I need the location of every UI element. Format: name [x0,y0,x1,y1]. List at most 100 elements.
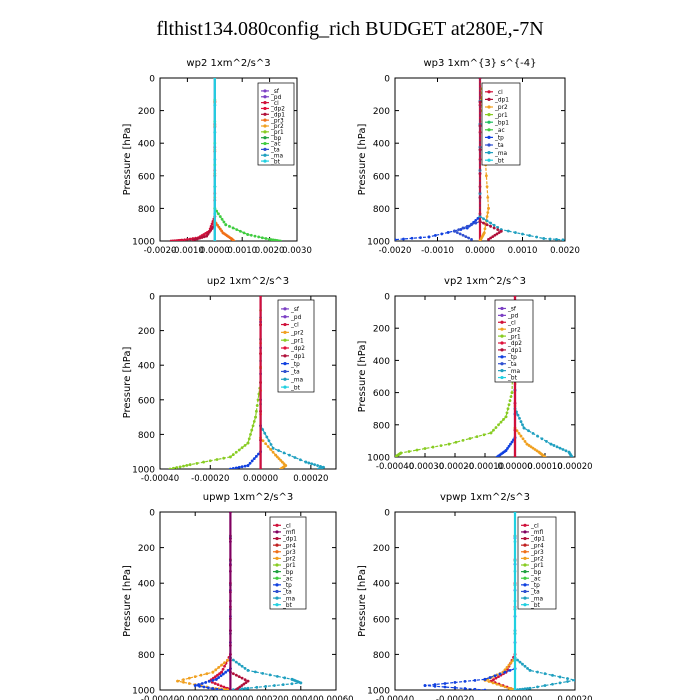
legend-entry: _dp1 [282,537,297,543]
series-marker [505,666,509,669]
series-marker [213,130,217,134]
legend-marker [487,158,491,162]
series-marker [242,231,246,235]
series-line-cl [170,78,216,241]
x-tick-label: -0.00020 [191,474,229,484]
y-tick-label: 0 [149,75,155,85]
chart-title: wp3 1xm^{3} s^{-4} [423,58,536,69]
y-axis-label: Pressure [hPa] [357,124,368,196]
legend-marker [275,576,279,580]
series-marker [219,684,223,688]
legend-entry: _dp1 [507,348,522,354]
legend-marker [500,355,504,359]
series-marker [467,236,471,240]
legend-entry: _bp [530,570,542,576]
series-marker [482,433,486,437]
legend: _cl_mfl_dp1_pr4_pr3_pr2_pr1_bp_ac_tp_ta_… [269,516,307,610]
series-marker [205,672,209,676]
y-tick-label: 600 [138,396,155,406]
series-marker [259,296,262,298]
series-marker [464,235,468,239]
legend-entry: _pr1 [530,563,544,569]
legend-entry: _bt [494,158,505,164]
legend-entry: _pr2 [507,327,521,333]
y-tick-label: 600 [373,615,390,625]
series-marker [465,224,469,228]
series-marker [240,446,244,450]
series-marker [478,148,482,152]
series-marker [229,455,232,459]
series-marker [218,672,221,676]
legend-marker [523,530,527,534]
series-marker [264,685,267,688]
series-marker [543,672,547,676]
series-marker [198,684,202,688]
series-marker [237,675,241,679]
series-marker [247,437,251,441]
legend-marker [275,543,279,547]
legend-entry: _cl [507,320,516,326]
series-marker [204,681,208,684]
series-marker [250,428,254,432]
series-marker [443,682,447,685]
series-marker [283,676,287,680]
series-marker [220,663,224,667]
legend-entry: _bt [282,603,293,609]
series-marker [215,458,219,461]
series-marker [188,237,192,241]
legend: _sf_pd_cl_pr2_pr1_dp2_dp1_tp_ta_ma_bt [494,299,534,383]
legend-entry: _pr2 [290,331,304,337]
legend-entry: _pr3 [530,550,544,556]
x-tick-label: -0.00020 [436,695,474,700]
series-marker [536,685,539,689]
series-marker [508,669,512,672]
series-marker [216,673,219,677]
legend-marker [500,369,504,373]
legend-entry: _ta [290,370,300,376]
series-marker [551,682,554,686]
legend-marker [500,313,504,317]
series-marker [495,455,499,457]
series-line-ta [452,78,481,240]
legend-marker [275,530,279,534]
series-marker [210,222,214,226]
legend-entry: _pr4 [282,543,296,549]
series-marker [251,424,255,428]
series-marker [528,234,531,237]
series-marker [240,676,244,680]
series-marker [229,467,232,469]
series-marker [504,415,508,419]
legend-marker [487,90,491,94]
series-marker [209,224,213,228]
y-tick-label: 200 [373,107,390,117]
y-tick-label: 800 [138,205,155,215]
series-marker [478,239,482,241]
series-marker [226,688,229,690]
series-marker [453,686,457,690]
legend-marker [523,596,527,600]
legend-marker [500,341,504,345]
legend-entry: _dp1 [530,537,545,543]
x-tick-label: -0.0020 [144,246,177,256]
series-marker [483,677,487,681]
series-marker [216,683,220,687]
series-marker [496,226,500,229]
y-tick-label: 600 [138,615,155,625]
series-marker [193,684,197,687]
series-marker [277,449,280,452]
series-marker [231,467,235,469]
series-marker [507,663,511,667]
series-marker [521,232,524,236]
legend-entry: _ma [507,369,521,375]
series-marker [555,237,558,241]
legend-entry: _ta [494,143,504,149]
series-marker [240,684,244,687]
series-marker [214,675,217,679]
legend-marker [283,322,287,327]
series-marker [463,687,467,690]
x-tick-label: 0.00000 [497,695,532,700]
legend-entry: _pr2 [282,557,296,563]
series-marker [215,209,219,213]
series-marker [523,664,527,668]
